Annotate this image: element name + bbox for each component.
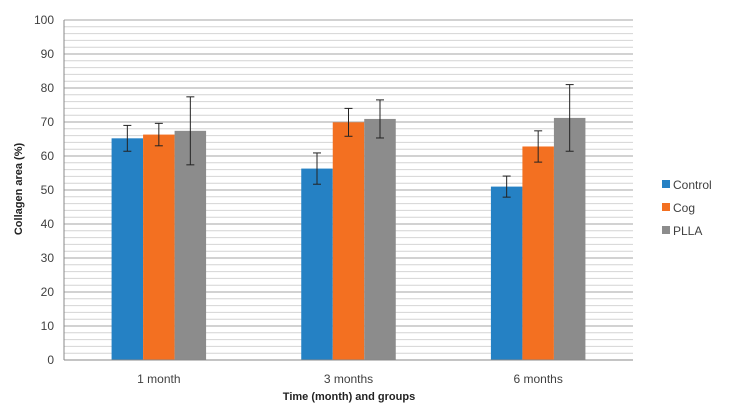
bar-plla-6-months: [553, 117, 586, 360]
y-tick-label: 60: [41, 149, 55, 163]
bar-control-6-months: [490, 186, 523, 360]
bar-cog-3-months: [332, 122, 365, 360]
y-tick-label: 80: [41, 81, 55, 95]
bar-control-1-month: [111, 138, 144, 360]
axes: 0 10 20 30 40 50 60 70 80 90 100 1 month 3 months 6 m…: [34, 13, 633, 386]
bar-plla-3-months: [364, 118, 396, 360]
y-tick-label: 70: [41, 115, 55, 129]
y-tick-label: 0: [47, 353, 54, 367]
y-tick-label: 50: [41, 183, 55, 197]
y-tick-label: 40: [41, 217, 55, 231]
y-tick-label: 90: [41, 47, 55, 61]
x-tick-label: 1 month: [137, 372, 180, 386]
x-tick-label: 6 months: [513, 372, 562, 386]
x-axis-title: Time (month) and groups: [283, 391, 415, 403]
y-tick-label: 10: [41, 319, 55, 333]
legend-label-plla: PLLA: [673, 224, 702, 238]
bar-plla-1-month: [174, 130, 207, 360]
bars: [111, 117, 586, 360]
bar-cog-1-month: [143, 134, 175, 360]
legend-swatch-control: [662, 180, 670, 188]
legend: Control Cog PLLA: [662, 178, 712, 238]
error-bars: [123, 84, 574, 198]
bar-cog-6-months: [522, 146, 554, 360]
legend-label-control: Control: [673, 178, 712, 192]
y-tick-label: 30: [41, 251, 55, 265]
y-tick-label: 20: [41, 285, 55, 299]
legend-swatch-plla: [662, 226, 670, 234]
y-axis-title: Collagen area (%): [13, 143, 25, 236]
legend-swatch-cog: [662, 203, 670, 211]
bar-control-3-months: [301, 168, 333, 360]
legend-label-cog: Cog: [673, 201, 695, 215]
y-tick-label: 100: [34, 13, 54, 27]
x-tick-label: 3 months: [324, 372, 373, 386]
